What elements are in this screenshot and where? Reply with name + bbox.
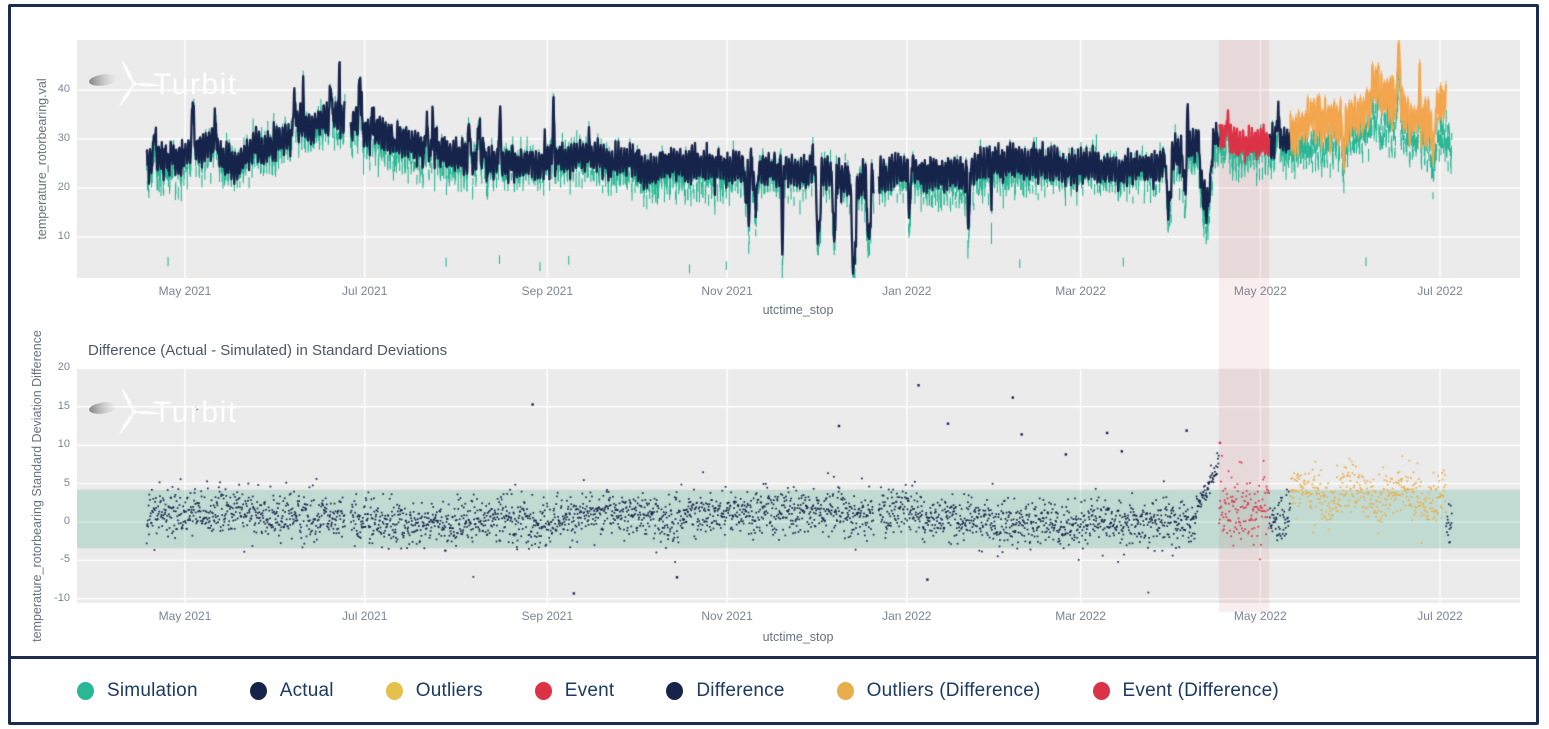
y-tick-label: 5 bbox=[63, 476, 70, 489]
y-tick-label: 10 bbox=[57, 229, 70, 242]
simulation-dot-icon bbox=[77, 681, 94, 700]
difference-chart-canvas[interactable] bbox=[77, 368, 1520, 603]
x-tick-label: Mar 2022 bbox=[1055, 609, 1106, 623]
y-tick-label: 40 bbox=[57, 82, 70, 95]
temperature-x-axis-title: utctime_stop bbox=[762, 303, 834, 317]
legend-item-actual[interactable]: Actual bbox=[249, 679, 334, 702]
legend-item-event[interactable]: Event bbox=[534, 679, 615, 702]
x-tick-label: Mar 2022 bbox=[1055, 284, 1106, 298]
temperature-y-axis-title: temperature_rotorbearing.val bbox=[35, 78, 49, 240]
y-tick-label: 10 bbox=[57, 438, 70, 451]
x-tick-label: May 2022 bbox=[1233, 284, 1287, 298]
y-tick-label: 20 bbox=[57, 180, 70, 193]
legend-label: Difference bbox=[696, 679, 785, 701]
temperature-chart-canvas[interactable] bbox=[77, 40, 1520, 278]
difference-chart-title: Difference (Actual - Simulated) in Stand… bbox=[88, 342, 448, 359]
x-tick-label: Jul 2022 bbox=[1417, 609, 1463, 623]
legend-item-difference[interactable]: Difference bbox=[666, 680, 784, 702]
outliers-dot-icon bbox=[385, 681, 403, 700]
legend-item-simulation[interactable]: Simulation bbox=[77, 680, 198, 702]
legend-label: Outliers bbox=[415, 679, 483, 701]
x-tick-label: Jul 2021 bbox=[342, 284, 388, 298]
x-tick-label: Jan 2022 bbox=[882, 284, 932, 298]
legend-bar: Simulation Actual Outliers Event Differe… bbox=[11, 656, 1536, 722]
outliers-difference-dot-icon bbox=[836, 681, 854, 700]
y-tick-label: 15 bbox=[57, 399, 70, 412]
event-band-bridge-mid bbox=[1219, 278, 1269, 368]
y-tick-label: -5 bbox=[60, 553, 70, 566]
x-tick-label: Nov 2021 bbox=[701, 284, 753, 298]
legend-label: Event (Difference) bbox=[1122, 679, 1279, 701]
legend-label: Simulation bbox=[107, 679, 198, 701]
legend-label: Event bbox=[564, 679, 615, 701]
y-tick-label: 0 bbox=[63, 515, 70, 527]
legend-item-outliers-difference[interactable]: Outliers (Difference) bbox=[836, 679, 1041, 702]
difference-plot-area[interactable]: Turbit bbox=[77, 368, 1520, 603]
x-tick-label: May 2021 bbox=[158, 609, 212, 623]
x-tick-label: May 2021 bbox=[158, 284, 212, 298]
difference-x-axis-title: utctime_stop bbox=[762, 630, 834, 644]
x-tick-label: Jan 2022 bbox=[882, 609, 932, 623]
y-tick-label: 30 bbox=[57, 131, 70, 144]
legend-label: Outliers (Difference) bbox=[866, 679, 1041, 701]
legend-item-event-difference[interactable]: Event (Difference) bbox=[1092, 679, 1279, 702]
temperature-plot-area[interactable]: Turbit bbox=[77, 40, 1520, 278]
actual-dot-icon bbox=[249, 681, 267, 700]
legend-label: Actual bbox=[279, 679, 334, 701]
x-tick-label: Jul 2021 bbox=[342, 609, 388, 623]
event-band-bridge-low bbox=[1219, 603, 1269, 612]
difference-dot-icon bbox=[666, 681, 684, 700]
x-tick-label: Sep 2021 bbox=[521, 609, 574, 623]
event-dot-icon bbox=[534, 681, 552, 700]
legend-item-outliers[interactable]: Outliers bbox=[385, 679, 483, 702]
y-tick-label: 20 bbox=[57, 361, 70, 374]
x-tick-label: May 2022 bbox=[1233, 609, 1287, 623]
x-tick-label: Jul 2022 bbox=[1417, 284, 1463, 298]
y-tick-label: -10 bbox=[54, 591, 70, 604]
x-tick-label: Sep 2021 bbox=[521, 284, 574, 298]
x-tick-label: Nov 2021 bbox=[701, 609, 753, 623]
event-difference-dot-icon bbox=[1092, 681, 1110, 700]
